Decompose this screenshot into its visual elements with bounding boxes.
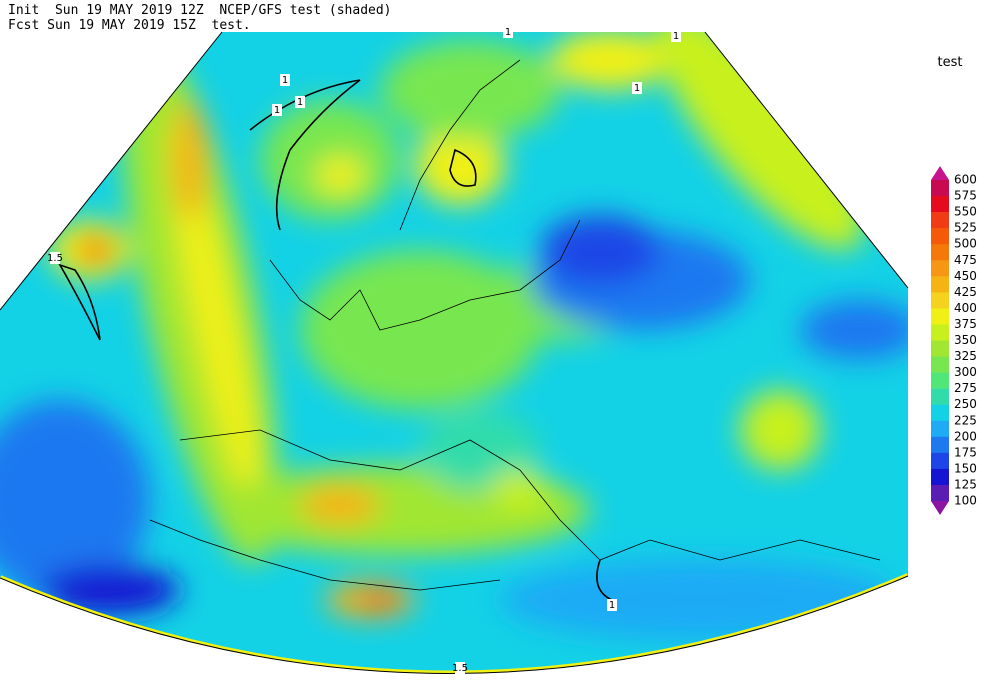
header-line: Init Sun 19 MAY 2019 12Z NCEP/GFS test (… <box>8 3 392 18</box>
colorbar-label: 150 <box>954 461 977 475</box>
contour-label: 1 <box>282 75 288 86</box>
contour-label-box <box>280 74 290 86</box>
colorbar-label: 250 <box>954 397 977 411</box>
contour-label-box <box>295 96 305 108</box>
colorbar-label: 200 <box>954 429 977 443</box>
colorbar-label: 600 <box>954 173 977 187</box>
contour-label-box <box>272 104 282 116</box>
contour-label-box <box>607 599 617 611</box>
colorbar-segment <box>931 388 949 405</box>
colorbar-segment <box>931 260 949 277</box>
colorbar-segment <box>931 372 949 389</box>
colorbar-segment <box>931 212 949 229</box>
colorbar-label: 175 <box>954 445 977 459</box>
colorbar-segment <box>931 436 949 454</box>
contour-label-box <box>503 26 513 38</box>
contour-label: 1.5 <box>452 663 468 674</box>
colorbar-label: 550 <box>954 205 977 219</box>
colorbar-label: 450 <box>954 269 977 283</box>
colorbar-segment <box>931 420 949 438</box>
contour-label: 1 <box>609 600 615 611</box>
colorbar-label: 375 <box>954 317 977 331</box>
contour-label: 1 <box>297 97 303 108</box>
contour-label: 1 <box>634 83 640 94</box>
colorbar-triangle <box>931 501 949 515</box>
colorbar-segment <box>931 340 949 357</box>
map-frame <box>0 31 909 674</box>
colorbar-label: 500 <box>954 237 977 251</box>
legend-title: test <box>938 55 963 70</box>
shaded-field <box>0 32 908 674</box>
colorbar-segment <box>931 308 949 325</box>
contour-label: 1 <box>274 105 280 116</box>
contour-label-box <box>671 30 681 42</box>
colorbar-segment <box>931 324 949 341</box>
colorbar-segment <box>931 292 949 309</box>
colorbar-label: 325 <box>954 349 977 363</box>
colorbar-segment <box>931 180 949 197</box>
colorbar-segment <box>931 276 949 293</box>
colorbar-label: 350 <box>954 333 977 347</box>
colorbar-label: 525 <box>954 221 977 235</box>
colorbar-segment <box>931 468 949 486</box>
colorbar-label: 275 <box>954 381 977 395</box>
colorbar-label: 575 <box>954 189 977 203</box>
colorbar-segment <box>931 484 949 502</box>
colorbar-label: 300 <box>954 365 977 379</box>
contour-label-box <box>455 662 465 674</box>
colorbar-label: 475 <box>954 253 977 267</box>
colorbar-segment <box>931 196 949 213</box>
header-line: Fcst Sun 19 MAY 2019 15Z test. <box>8 18 251 33</box>
colorbar-segment <box>931 244 949 261</box>
colorbar-label: 225 <box>954 413 977 427</box>
colorbar-segment <box>931 404 949 422</box>
colorbar-label: 425 <box>954 285 977 299</box>
coastline <box>149 59 881 591</box>
colorbar-label: 400 <box>954 301 977 315</box>
contour-label: 1.5 <box>47 253 63 264</box>
contour-label: 1 <box>673 31 679 42</box>
contour-label: 1 <box>505 27 511 38</box>
colorbar-label: 100 <box>954 494 977 508</box>
colorbar-label: 125 <box>954 477 977 491</box>
colorbar-segment <box>931 356 949 373</box>
colorbar-segment <box>931 228 949 245</box>
contour-label-box <box>50 252 60 264</box>
colorbar-triangle <box>931 166 949 180</box>
colorbar-segment <box>931 452 949 470</box>
contour-label-box <box>632 82 642 94</box>
